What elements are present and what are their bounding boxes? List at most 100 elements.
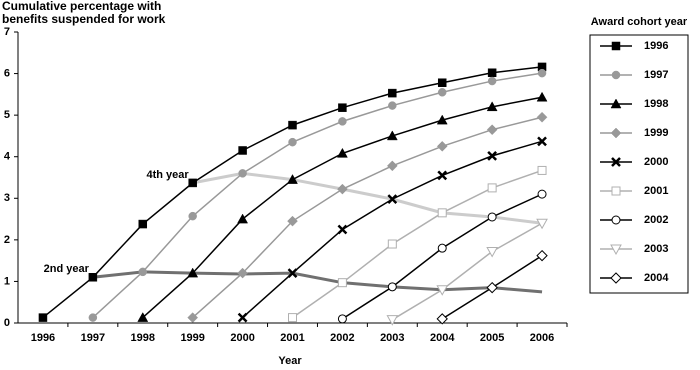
data-point xyxy=(387,194,398,205)
legend-marker xyxy=(610,244,622,256)
y-tick-label: 0 xyxy=(4,317,10,329)
data-point xyxy=(188,178,197,188)
data-point xyxy=(337,183,348,195)
data-point xyxy=(437,78,447,87)
x-tick-label: 1998 xyxy=(131,332,155,344)
data-point xyxy=(88,313,98,322)
data-point xyxy=(237,312,248,323)
x-axis-label: Year xyxy=(278,355,302,367)
series-line xyxy=(391,222,543,321)
data-point xyxy=(436,114,448,125)
x-tick-label: 2006 xyxy=(530,332,554,344)
y-tick-label: 1 xyxy=(4,275,10,287)
legend-box xyxy=(589,34,689,294)
data-point xyxy=(287,215,298,227)
x-tick-label: 1996 xyxy=(31,332,55,344)
series-line xyxy=(192,116,543,319)
data-point xyxy=(536,249,548,262)
data-point xyxy=(386,130,398,141)
data-point xyxy=(536,218,548,230)
data-point xyxy=(437,170,448,181)
data-point xyxy=(487,68,497,77)
annotation-label: 2nd year xyxy=(44,263,90,275)
x-tick-label: 2004 xyxy=(430,332,455,344)
data-point xyxy=(337,314,347,324)
data-point xyxy=(536,91,548,102)
data-point xyxy=(487,183,497,193)
data-point xyxy=(238,169,247,178)
x-tick-label: 1999 xyxy=(180,332,204,344)
x-tick-label: 2005 xyxy=(480,332,504,344)
data-point xyxy=(486,281,498,294)
legend-marker xyxy=(611,215,621,225)
legend-title: Award cohort year xyxy=(591,16,688,28)
legend-label: 2004 xyxy=(644,272,669,284)
data-point xyxy=(386,160,398,172)
data-point xyxy=(486,246,498,258)
data-point xyxy=(337,278,347,288)
series-line xyxy=(292,169,543,319)
data-point xyxy=(138,219,148,229)
data-point xyxy=(537,136,547,147)
data-point xyxy=(288,120,297,130)
legend-marker xyxy=(611,186,621,196)
data-point xyxy=(487,150,498,161)
series-line xyxy=(42,66,543,319)
data-point xyxy=(436,313,448,325)
x-tick-label: 2000 xyxy=(230,332,254,344)
data-point xyxy=(537,189,547,199)
x-tick-label: 2001 xyxy=(280,332,304,344)
data-point xyxy=(237,213,249,224)
data-point xyxy=(138,267,148,277)
data-point xyxy=(338,103,347,112)
data-point xyxy=(38,313,48,322)
data-point xyxy=(387,282,397,292)
legend-label: 2001 xyxy=(644,185,668,197)
data-point xyxy=(487,212,497,222)
data-point xyxy=(436,285,449,296)
data-point xyxy=(386,315,399,326)
data-point xyxy=(486,101,498,112)
data-point xyxy=(437,88,447,97)
data-point xyxy=(387,239,397,249)
x-tick-label: 1997 xyxy=(81,332,105,344)
x-tick-label: 2002 xyxy=(330,332,354,344)
data-point xyxy=(287,268,298,278)
annotation-line xyxy=(92,270,543,294)
data-point xyxy=(337,224,348,235)
data-point xyxy=(537,165,547,175)
data-point xyxy=(536,111,548,123)
y-tick-label: 2 xyxy=(4,234,10,246)
data-point xyxy=(437,208,447,218)
x-tick-label: 2003 xyxy=(380,332,404,344)
legend-label: 2003 xyxy=(644,243,668,255)
chart-title: Cumulative percentage with benefits susp… xyxy=(2,0,166,26)
legend-marker xyxy=(611,41,621,51)
series-line xyxy=(92,72,543,319)
y-tick-label: 5 xyxy=(4,109,10,121)
legend-label: 1996 xyxy=(644,40,668,52)
data-point xyxy=(287,174,298,184)
data-point xyxy=(338,117,347,126)
legend-marker xyxy=(610,127,622,139)
data-point xyxy=(388,101,397,110)
legend-label: 1999 xyxy=(644,127,668,139)
y-tick-label: 6 xyxy=(4,67,10,79)
data-point xyxy=(487,76,497,86)
data-point xyxy=(388,88,397,98)
legend-label: 1998 xyxy=(644,98,668,110)
y-tick-label: 4 xyxy=(4,151,11,163)
data-point xyxy=(288,313,297,323)
y-tick-label: 7 xyxy=(4,26,10,38)
data-point xyxy=(88,273,98,282)
annotation-line xyxy=(192,171,543,225)
legend-marker xyxy=(610,98,622,109)
y-tick-label: 3 xyxy=(4,192,10,204)
annotation-label: 4th year xyxy=(146,169,189,181)
data-point xyxy=(336,147,348,158)
data-point xyxy=(187,267,199,278)
data-point xyxy=(188,211,197,221)
data-point xyxy=(288,137,297,147)
data-point xyxy=(238,146,247,155)
